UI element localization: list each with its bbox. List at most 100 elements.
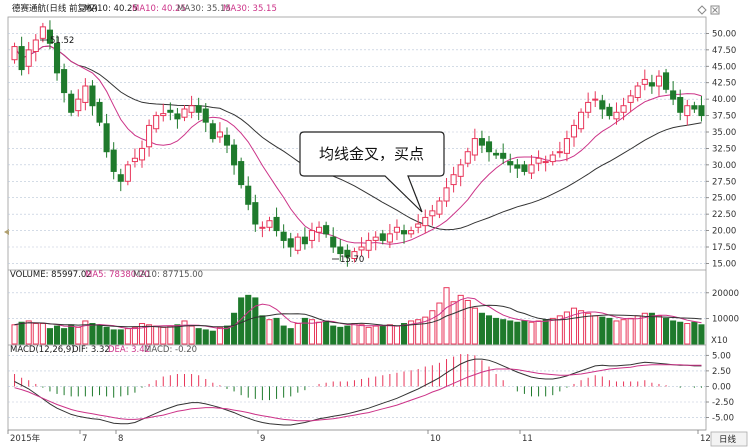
volume-tick-label: 20000 bbox=[712, 289, 739, 299]
candle bbox=[195, 97, 202, 121]
volume-bar bbox=[627, 317, 634, 345]
candle-body bbox=[68, 93, 75, 113]
candle-body bbox=[96, 101, 103, 123]
volume-bar bbox=[32, 323, 39, 345]
macd-dea-label: DEA: 3.42 bbox=[108, 345, 150, 355]
candle bbox=[379, 229, 386, 245]
candle bbox=[663, 68, 670, 94]
high-label: 51.52 bbox=[50, 36, 74, 46]
date-tick-label: 10 bbox=[430, 434, 441, 444]
volume-bar bbox=[96, 325, 103, 345]
candle-body bbox=[478, 138, 485, 146]
ma30-label-2: MA30: 35.15 bbox=[223, 4, 277, 14]
volume-bar bbox=[82, 320, 89, 345]
volume-bar bbox=[677, 321, 684, 345]
volume-bar bbox=[365, 326, 372, 345]
candle-body bbox=[330, 236, 337, 248]
ma10-label: MA10: 40.25 bbox=[84, 4, 138, 14]
macd-tick-label: 2.50 bbox=[712, 367, 731, 377]
price-tick-label: 30.00 bbox=[712, 161, 736, 171]
candle bbox=[655, 70, 663, 96]
candle bbox=[138, 140, 146, 168]
candle-body bbox=[308, 230, 316, 241]
candle-body bbox=[422, 216, 429, 227]
candle bbox=[316, 221, 323, 243]
candle-body bbox=[450, 174, 457, 186]
candle-body bbox=[429, 210, 436, 217]
candle-body bbox=[245, 185, 252, 205]
volume-bar bbox=[39, 323, 46, 345]
volume-bar bbox=[223, 325, 231, 345]
candle bbox=[188, 95, 195, 119]
candle-body bbox=[514, 164, 521, 169]
candle-body bbox=[259, 226, 266, 229]
candle-body bbox=[351, 251, 358, 260]
candle-body bbox=[195, 105, 202, 113]
candle bbox=[96, 98, 103, 127]
candle bbox=[415, 214, 422, 234]
candle-body bbox=[493, 152, 500, 156]
volume-bar bbox=[535, 320, 542, 345]
volume-bar bbox=[301, 317, 308, 345]
volume-bars bbox=[11, 287, 705, 345]
candle bbox=[209, 119, 216, 143]
volume-bar bbox=[337, 326, 344, 345]
candle bbox=[691, 101, 698, 113]
candle bbox=[677, 89, 684, 121]
volume-bar bbox=[18, 321, 25, 345]
candle-body bbox=[18, 46, 25, 71]
candle bbox=[457, 158, 464, 187]
volume-bar bbox=[528, 321, 535, 345]
candle bbox=[514, 158, 521, 178]
candle bbox=[613, 102, 620, 125]
candle bbox=[330, 227, 337, 253]
candle bbox=[620, 97, 627, 121]
plot-border bbox=[7, 16, 707, 431]
close-icon[interactable] bbox=[710, 5, 720, 15]
candle-body bbox=[542, 161, 549, 164]
volume-bar bbox=[46, 328, 53, 345]
candle-body bbox=[202, 108, 209, 123]
candle bbox=[507, 153, 514, 173]
macd-dea-path bbox=[14, 364, 702, 422]
candle-body bbox=[138, 147, 146, 161]
volume-bar bbox=[613, 320, 620, 345]
ma10-line bbox=[14, 45, 702, 245]
settings-diamond-icon[interactable] bbox=[697, 5, 707, 15]
volume-bar bbox=[457, 294, 464, 345]
volume-bar bbox=[556, 315, 563, 345]
date-tick-label: 9 bbox=[260, 434, 265, 444]
candle bbox=[599, 94, 606, 119]
volume-bar bbox=[372, 325, 379, 345]
candle-body bbox=[386, 233, 393, 243]
candle-body bbox=[400, 230, 408, 235]
candle bbox=[25, 41, 32, 75]
volume-bar bbox=[89, 323, 96, 345]
candle bbox=[450, 166, 457, 193]
left-scroll-handle-icon[interactable] bbox=[4, 229, 9, 235]
candle-body bbox=[273, 216, 280, 232]
candle bbox=[641, 69, 648, 91]
price-tick-label: 27.50 bbox=[712, 177, 736, 187]
candle bbox=[422, 209, 429, 234]
candlesticks bbox=[11, 20, 705, 267]
volume-bar bbox=[103, 326, 110, 345]
candle bbox=[528, 155, 535, 179]
date-tick-label: 8 bbox=[118, 434, 123, 444]
candle-body bbox=[471, 138, 478, 156]
callout-text: 均线金叉，买点 bbox=[319, 145, 424, 163]
date-tick-label: 7 bbox=[82, 434, 87, 444]
candle bbox=[648, 74, 655, 94]
volume-ma5-label: MA5: 78380.20 bbox=[85, 270, 150, 280]
period-button[interactable]: 日线 bbox=[710, 431, 748, 447]
candle-body bbox=[11, 46, 18, 61]
candle bbox=[308, 222, 316, 249]
candle bbox=[365, 232, 372, 259]
candle-body bbox=[146, 124, 153, 148]
volume-bar bbox=[117, 329, 124, 345]
macd-axis: -5.00 -2.50 0.00 2.50 5.00 bbox=[706, 351, 734, 424]
volume-bar bbox=[415, 319, 422, 345]
candle bbox=[103, 113, 110, 158]
price-axis: 15.00 17.50 20.00 22.50 25.00 27.50 30.00 32.50… bbox=[706, 29, 736, 269]
volume-ma10-path bbox=[14, 304, 702, 328]
